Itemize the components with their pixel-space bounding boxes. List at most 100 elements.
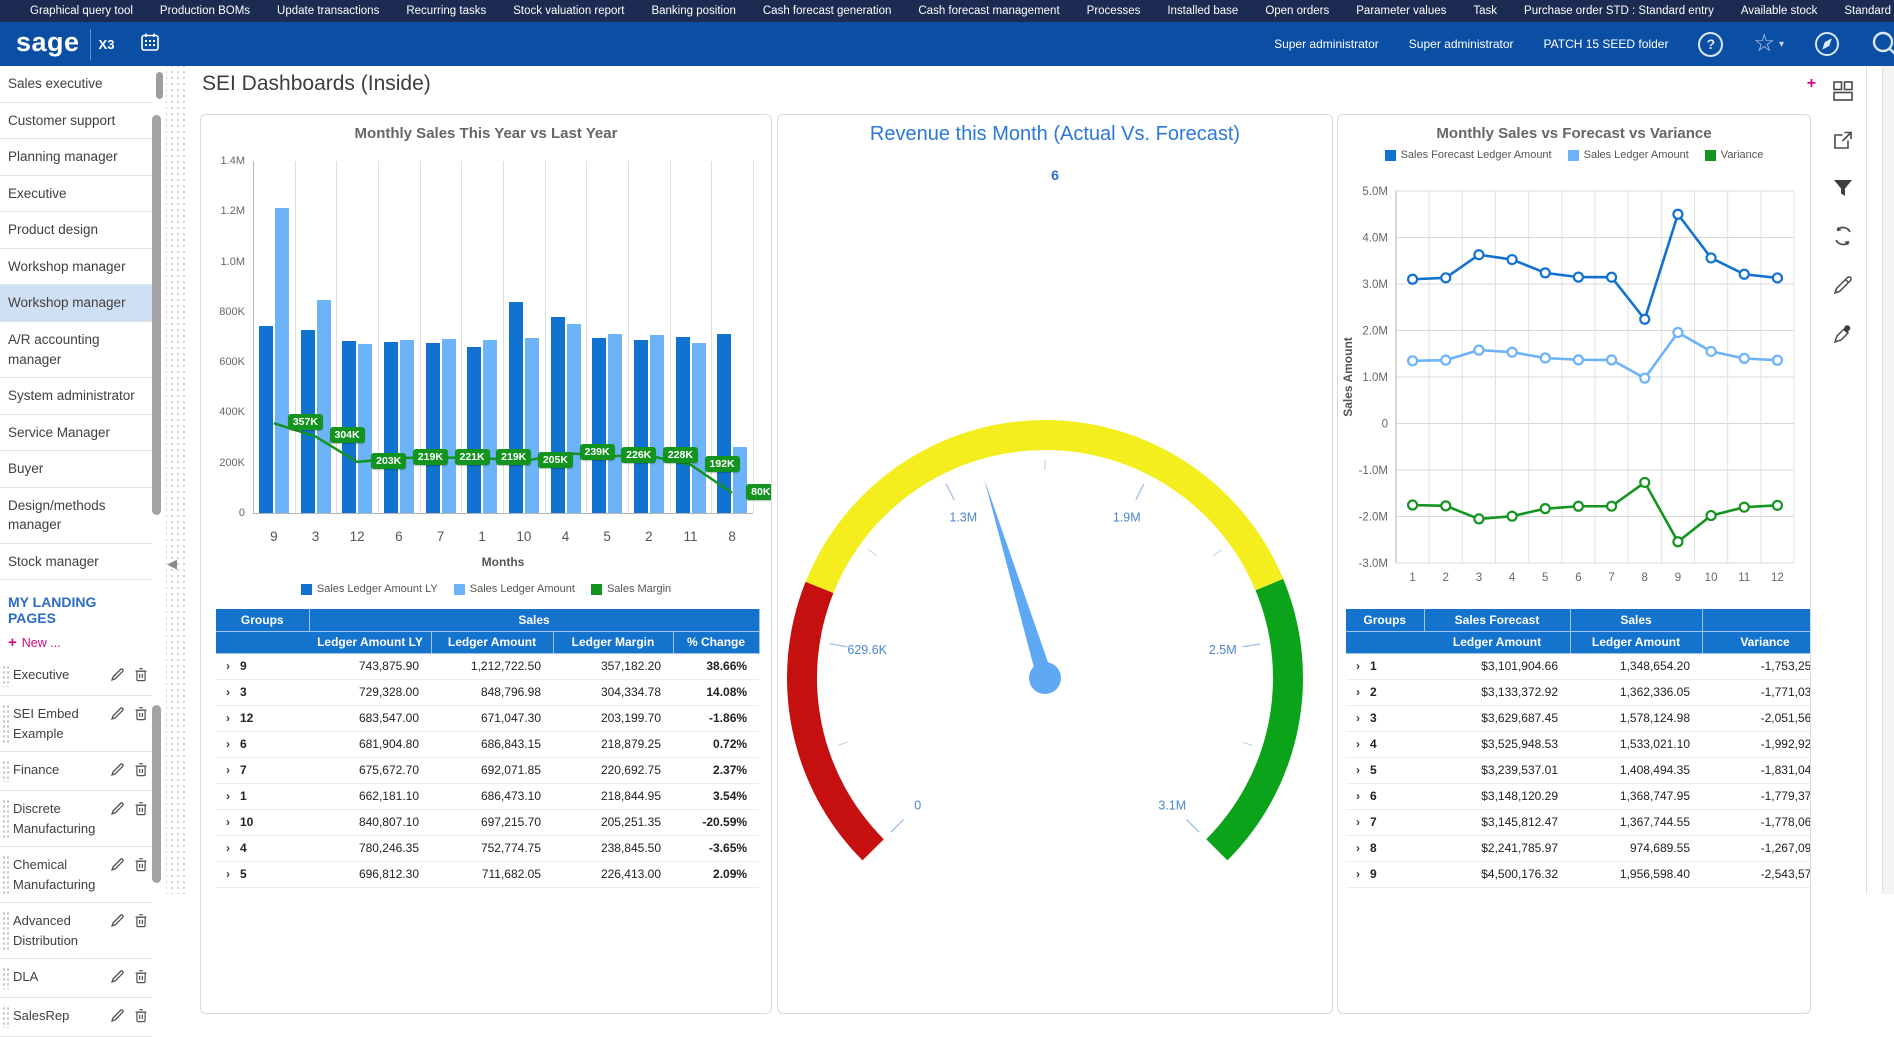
menu-item-installed-base[interactable]: Installed base (1167, 5, 1239, 17)
table-subheader[interactable]: Ledger Amount (1424, 631, 1571, 654)
filter-icon[interactable] (1833, 178, 1853, 203)
export-share-icon[interactable] (1832, 129, 1854, 156)
edit-pencil-icon[interactable] (110, 706, 125, 726)
row-expander-icon[interactable]: › (226, 711, 230, 725)
table-row[interactable]: › 9 743,875.90 1,212,722.50 357,182.20 38.66% (216, 653, 760, 680)
drag-handle-icon[interactable] (2, 1006, 10, 1029)
sidebar-item-buyer[interactable]: Buyer (0, 451, 152, 488)
edit-pencil-icon[interactable] (110, 969, 125, 989)
menu-item-task[interactable]: Task (1473, 5, 1498, 17)
menu-item-standard-costs[interactable]: Standard costs (1844, 5, 1894, 17)
table-row[interactable]: › 5 696,812.30 711,682.05 226,413.00 2.09% (216, 861, 760, 888)
menu-item-graphical-query-tool[interactable]: Graphical query tool (30, 5, 133, 17)
sidebar-item-stock-manager[interactable]: Stock manager (0, 544, 152, 581)
menu-item-production-boms[interactable]: Production BOMs (159, 5, 251, 17)
new-landing-page-button[interactable]: + New ... (8, 634, 61, 652)
table-row[interactable]: › 7 675,672.70 692,071.85 220,692.75 2.37% (216, 757, 760, 784)
edit-pencil-icon[interactable] (110, 801, 125, 821)
page-scrollbar[interactable] (1882, 66, 1894, 894)
menu-item-open-orders[interactable]: Open orders (1265, 5, 1330, 17)
legend-item[interactable]: Sales Forecast Ledger Amount (1384, 149, 1552, 161)
menu-item-processes[interactable]: Processes (1086, 5, 1141, 17)
drag-handle-icon[interactable] (2, 967, 10, 990)
landing-page-item-discrete-manufacturing[interactable]: Discrete Manufacturing (0, 791, 152, 848)
landing-page-item-finance[interactable]: Finance (0, 752, 152, 792)
row-expander-icon[interactable]: › (1356, 841, 1360, 855)
delete-trash-icon[interactable] (134, 762, 148, 782)
sidebar-collapse-icon[interactable]: ◀ (167, 556, 177, 571)
menu-item-available-stock[interactable]: Available stock (1740, 5, 1818, 17)
row-expander-icon[interactable]: › (1356, 815, 1360, 829)
table-row[interactable]: › 12 683,547.00 671,047.30 203,199.70 -1.86% (216, 705, 760, 732)
row-expander-icon[interactable]: › (1356, 711, 1360, 725)
sidebar-scrollbar-thumb[interactable] (152, 115, 161, 515)
landing-page-item-salesrep[interactable]: SalesRep (0, 998, 152, 1037)
edit-pencil-icon[interactable] (110, 913, 125, 933)
legend-item[interactable]: Sales Margin (590, 583, 671, 595)
add-widget-button[interactable]: + (1806, 75, 1817, 92)
drag-handle-icon[interactable] (2, 704, 10, 744)
table-header-groups[interactable]: Groups (1346, 609, 1425, 632)
drag-handle-icon[interactable] (2, 911, 10, 951)
table-row[interactable]: › 10 840,807.10 697,215.70 205,251.35 -20.59% (216, 809, 760, 836)
user-role[interactable]: Super administrator (1408, 37, 1514, 51)
sidebar-item-a-r-accounting-manager[interactable]: A/R accounting manager (0, 322, 152, 379)
table-header-sales[interactable]: Sales (309, 609, 760, 632)
row-expander-icon[interactable]: › (1356, 685, 1360, 699)
sidebar-item-planning-manager[interactable]: Planning manager (0, 139, 152, 176)
table-row[interactable]: ›9$4,500,176.321,956,598.40-2,543,577.5 (1346, 861, 1810, 888)
drag-handle-icon[interactable] (2, 665, 10, 688)
delete-trash-icon[interactable] (134, 801, 148, 821)
table-header[interactable]: Sales (1570, 609, 1703, 632)
row-expander-icon[interactable]: › (226, 841, 230, 855)
table-row[interactable]: › 3 729,328.00 848,796.98 304,334.78 14.08% (216, 679, 760, 706)
user-name[interactable]: Super administrator (1274, 37, 1379, 51)
delete-trash-icon[interactable] (134, 667, 148, 687)
landing-page-item-dla[interactable]: DLA (0, 959, 152, 999)
delete-trash-icon[interactable] (134, 913, 148, 933)
landing-page-item-sei-embed-example[interactable]: SEI Embed Example (0, 696, 152, 753)
table-header[interactable] (1702, 609, 1810, 632)
row-expander-icon[interactable]: › (1356, 789, 1360, 803)
edit-pencil-icon[interactable] (1832, 274, 1854, 301)
table-row[interactable]: ›6$3,148,120.291,368,747.95-1,779,372.3 (1346, 783, 1810, 810)
sidebar-item-product-design[interactable]: Product design (0, 212, 152, 249)
menu-item-parameter-values[interactable]: Parameter values (1356, 5, 1447, 17)
favorites-icon[interactable]: ☆ ▾ (1753, 30, 1784, 57)
legend-item[interactable]: Sales Ledger Amount LY (300, 583, 438, 595)
sidebar-item-customer-support[interactable]: Customer support (0, 103, 152, 140)
table-row[interactable]: › 6 681,904.80 686,843.15 218,879.25 0.72% (216, 731, 760, 758)
table-subheader[interactable]: Ledger Amount LY (309, 631, 432, 654)
sidebar-resize-handle[interactable] (166, 66, 186, 894)
table-row[interactable]: ›3$3,629,687.451,578,124.98-2,051,562.4 (1346, 705, 1810, 732)
sidebar-item-design-methods-manager[interactable]: Design/methods manager (0, 488, 152, 544)
legend-item[interactable]: Sales Ledger Amount (453, 583, 575, 595)
compass-navigation-icon[interactable] (1814, 31, 1840, 57)
table-row[interactable]: ›1$3,101,904.661,348,654.20-1,753,250.4 (1346, 653, 1810, 680)
edit-pencil-icon[interactable] (110, 857, 125, 877)
delete-trash-icon[interactable] (134, 1008, 148, 1028)
landing-page-item-chemical-manufacturing[interactable]: Chemical Manufacturing (0, 847, 152, 904)
table-row[interactable]: ›7$3,145,812.471,367,744.55-1,778,067.5 (1346, 809, 1810, 836)
edit-pencil-icon[interactable] (110, 1008, 125, 1028)
table-subheader[interactable]: Ledger Margin (553, 631, 674, 654)
dashboard-layout-icon[interactable] (1832, 80, 1854, 107)
sidebar-item-workshop-manager[interactable]: Workshop manager (0, 249, 152, 286)
sidebar-item-sales-executive[interactable]: Sales executive (0, 66, 152, 103)
row-expander-icon[interactable]: › (1356, 763, 1360, 777)
menu-item-purchase-order-std-standard-entry[interactable]: Purchase order STD : Standard entry (1524, 5, 1714, 17)
table-row[interactable]: ›4$3,525,948.531,533,021.10-1,992,927.4 (1346, 731, 1810, 758)
drag-handle-icon[interactable] (2, 799, 10, 839)
menu-item-stock-valuation-report[interactable]: Stock valuation report (513, 5, 625, 17)
table-subheader[interactable]: Ledger Amount (431, 631, 554, 654)
folder-name[interactable]: PATCH 15 SEED folder (1543, 37, 1669, 51)
search-icon[interactable] (1870, 29, 1894, 59)
menu-item-recurring-tasks[interactable]: Recurring tasks (406, 5, 487, 17)
row-expander-icon[interactable]: › (226, 763, 230, 777)
row-expander-icon[interactable]: › (1356, 867, 1360, 881)
table-subheader[interactable]: % Change (673, 631, 760, 654)
delete-trash-icon[interactable] (134, 969, 148, 989)
table-subheader[interactable]: Variance (1702, 631, 1810, 654)
delete-trash-icon[interactable] (134, 706, 148, 726)
